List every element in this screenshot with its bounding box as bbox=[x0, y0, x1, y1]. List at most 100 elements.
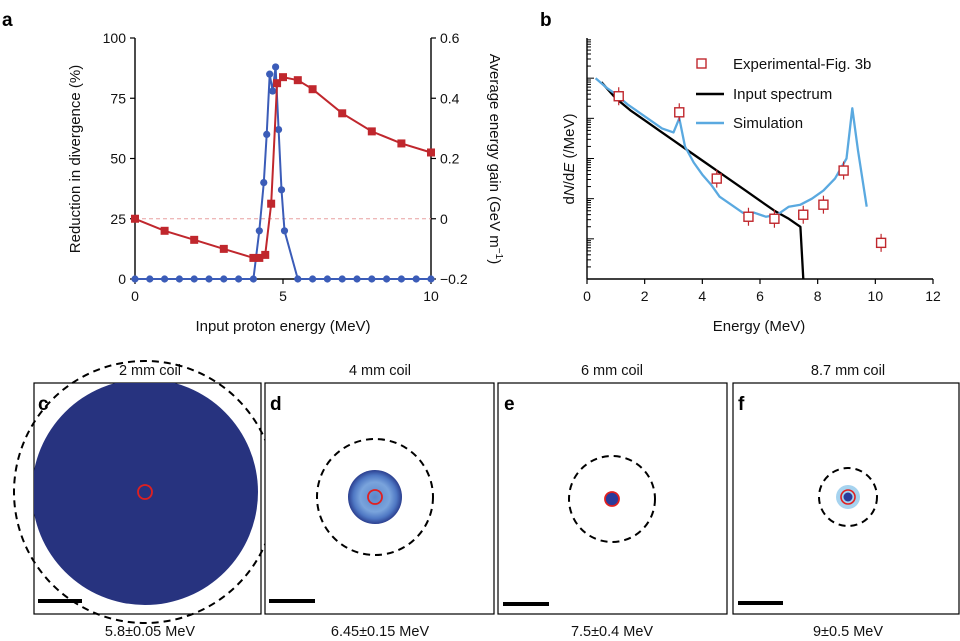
y-tick-label-right: 0.6 bbox=[440, 30, 460, 46]
data-point bbox=[161, 275, 169, 283]
series-line-1 bbox=[134, 76, 432, 259]
data-point bbox=[220, 275, 228, 283]
center-marker bbox=[367, 489, 383, 505]
data-point bbox=[280, 227, 289, 235]
y-tick-label-right: −0.2 bbox=[440, 271, 468, 287]
data-point bbox=[383, 275, 391, 283]
data-point bbox=[255, 227, 263, 235]
energy-caption-d: 6.45±0.15 MeV bbox=[331, 624, 430, 640]
energy-caption-f: 9±0.5 MeV bbox=[813, 624, 883, 640]
image-panel-d: 4 mm coil d 6.45±0.15 MeV bbox=[264, 363, 495, 640]
data-point bbox=[294, 275, 302, 283]
data-point bbox=[674, 107, 685, 118]
y-axis-label-right: Average energy gain (GeV m−1) bbox=[486, 54, 504, 264]
coil-title-e: 6 mm coil bbox=[581, 363, 643, 379]
data-point bbox=[190, 275, 198, 283]
data-point bbox=[274, 125, 283, 134]
coil-title-c: 2 mm coil bbox=[119, 363, 181, 379]
data-point bbox=[249, 275, 257, 283]
x-tick-label: 4 bbox=[698, 288, 706, 304]
y-tick-label-left: 75 bbox=[110, 90, 126, 106]
data-point bbox=[249, 253, 258, 262]
data-point bbox=[273, 79, 282, 88]
legend-marker-experimental bbox=[696, 58, 707, 69]
x-tick-label: 6 bbox=[756, 288, 764, 304]
data-point bbox=[338, 109, 347, 118]
coil-title-d: 4 mm coil bbox=[349, 363, 411, 379]
x-axis-label: Input proton energy (MeV) bbox=[195, 318, 370, 335]
x-tick-label: 8 bbox=[814, 288, 822, 304]
data-point bbox=[353, 275, 361, 283]
data-point bbox=[412, 275, 420, 283]
data-point bbox=[769, 213, 780, 224]
x-tick-label: 0 bbox=[583, 288, 591, 304]
data-point bbox=[367, 127, 376, 136]
image-panel-e: 6 mm coil e 7.5±0.4 MeV bbox=[497, 363, 728, 640]
data-point bbox=[260, 179, 268, 187]
data-point bbox=[427, 275, 435, 283]
x-tick-label: 10 bbox=[868, 288, 884, 304]
y-tick-label-left: 0 bbox=[118, 271, 126, 287]
data-point bbox=[338, 275, 346, 283]
data-point bbox=[205, 275, 213, 283]
panel-label-c: c bbox=[38, 394, 49, 415]
data-point bbox=[175, 275, 183, 283]
data-point bbox=[293, 76, 302, 85]
data-point bbox=[711, 173, 722, 184]
data-point bbox=[266, 70, 274, 78]
beam-spot bbox=[34, 383, 258, 605]
data-point bbox=[269, 87, 277, 95]
panel-label-b: b bbox=[540, 10, 552, 31]
data-point bbox=[272, 63, 280, 71]
data-point bbox=[277, 186, 286, 194]
data-point bbox=[263, 130, 271, 138]
series-line-1 bbox=[600, 81, 805, 280]
data-point bbox=[397, 275, 405, 283]
data-point bbox=[875, 237, 887, 249]
data-point bbox=[397, 139, 406, 148]
data-point bbox=[267, 199, 276, 208]
series-line-2 bbox=[594, 77, 868, 218]
y-tick-label-left: 50 bbox=[110, 151, 126, 167]
reference-circle bbox=[316, 438, 434, 556]
data-point bbox=[309, 275, 317, 283]
legend-label-experimental: Experimental-Fig. 3b bbox=[733, 56, 871, 73]
data-point bbox=[427, 148, 435, 157]
data-point bbox=[235, 275, 243, 283]
data-point bbox=[261, 250, 270, 259]
image-panel-f: 8.7 mm coil f 9±0.5 MeV bbox=[732, 363, 960, 640]
x-tick-label: 12 bbox=[925, 288, 941, 304]
panel-b: b 0 2 4 6 8 10 12 Energy (MeV) dN/dE (/MeV) Ex… bbox=[540, 10, 941, 335]
panel-label-e: e bbox=[504, 394, 515, 415]
panel-label-f: f bbox=[738, 394, 745, 415]
data-point bbox=[323, 275, 331, 283]
x-tick-label: 0 bbox=[131, 288, 139, 304]
center-marker bbox=[604, 491, 620, 507]
center-marker bbox=[137, 484, 153, 500]
data-point bbox=[160, 226, 169, 235]
data-point bbox=[818, 199, 829, 210]
data-point bbox=[368, 275, 376, 283]
y-tick-label-left: 25 bbox=[110, 211, 126, 227]
data-point bbox=[255, 253, 264, 262]
x-tick-label: 5 bbox=[279, 288, 287, 304]
y-tick-label-left: 100 bbox=[103, 30, 127, 46]
center-marker bbox=[840, 489, 856, 505]
data-point bbox=[131, 275, 139, 283]
energy-caption-e: 7.5±0.4 MeV bbox=[571, 624, 653, 640]
y-tick-label-right: 0.2 bbox=[440, 151, 460, 167]
y-axis-label: dN/dE (/MeV) bbox=[561, 114, 578, 205]
coil-title-f: 8.7 mm coil bbox=[811, 363, 885, 379]
panel-label-a: a bbox=[2, 10, 13, 31]
x-axis-label: Energy (MeV) bbox=[713, 318, 806, 335]
data-point bbox=[131, 214, 139, 223]
data-point bbox=[219, 244, 228, 253]
data-point bbox=[308, 85, 317, 94]
reference-circle bbox=[568, 455, 656, 543]
energy-caption-c: 5.8±0.05 MeV bbox=[105, 624, 196, 640]
data-point bbox=[838, 165, 849, 176]
beam-spot bbox=[843, 492, 853, 502]
data-point bbox=[279, 73, 287, 82]
